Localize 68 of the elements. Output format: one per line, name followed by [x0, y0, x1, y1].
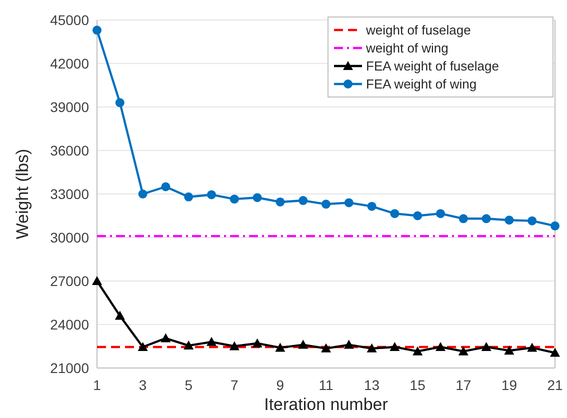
x-tick-label: 7	[230, 377, 238, 393]
point	[252, 338, 262, 348]
point	[344, 340, 354, 349]
point	[412, 346, 423, 356]
x-axis-title: Iteration number	[264, 395, 388, 414]
x-tick-label: 3	[138, 377, 147, 393]
point	[298, 340, 308, 349]
x-tick-label: 11	[318, 377, 334, 393]
legend-label: weight of wing	[365, 40, 448, 56]
y-tick-label: 45000	[50, 12, 90, 28]
point	[458, 214, 468, 224]
point	[138, 190, 148, 198]
point	[390, 209, 400, 218]
point	[138, 342, 148, 351]
point	[92, 276, 102, 285]
point	[458, 346, 468, 356]
point	[390, 342, 400, 351]
y-tick-label: 42000	[50, 55, 90, 72]
y-tick-label: 24000	[50, 316, 90, 332]
point	[527, 342, 538, 352]
point	[344, 198, 354, 208]
point	[276, 197, 285, 206]
x-tick-label: 5	[184, 377, 193, 393]
point	[366, 343, 377, 352]
y-axis-title: Weight (lbs)	[13, 148, 32, 240]
x-tick-label: 13	[364, 377, 380, 393]
point	[436, 209, 445, 218]
point	[206, 336, 216, 346]
point	[230, 194, 239, 204]
legend-label: weight of fuselage	[365, 22, 471, 38]
point	[321, 343, 331, 352]
legend-label: FEA weight of fuselage	[366, 58, 499, 74]
x-tick-label: 17	[456, 377, 472, 393]
point	[550, 221, 560, 230]
point	[550, 348, 560, 357]
y-tick-label: 30000	[50, 229, 90, 246]
point	[184, 192, 194, 202]
legend-label: FEA weight of wing	[366, 76, 477, 92]
y-tick-label: 33000	[50, 186, 90, 202]
x-tick-label: 1	[93, 377, 102, 393]
point	[436, 342, 446, 351]
point	[298, 196, 308, 206]
point	[322, 200, 330, 209]
point	[275, 342, 286, 352]
point	[252, 193, 262, 202]
point	[481, 342, 492, 351]
x-tick-label: 21	[547, 377, 563, 393]
point	[413, 211, 422, 220]
point	[207, 190, 216, 200]
point	[482, 214, 491, 224]
point	[115, 98, 124, 108]
point	[161, 182, 170, 192]
x-tick-label: 9	[276, 377, 284, 393]
point	[114, 310, 125, 320]
x-tick-label: 19	[501, 377, 518, 393]
point	[367, 202, 376, 211]
y-tick-label: 27000	[50, 272, 90, 289]
point	[92, 26, 102, 35]
x-tick-label: 15	[410, 377, 426, 393]
point	[229, 341, 240, 350]
y-tick-label: 36000	[50, 142, 90, 158]
point	[504, 346, 514, 355]
y-tick-label: 21000	[50, 360, 90, 376]
point	[184, 340, 194, 350]
point	[504, 216, 514, 225]
y-tick-label: 39000	[50, 98, 90, 115]
point	[528, 216, 537, 226]
point	[160, 333, 171, 342]
